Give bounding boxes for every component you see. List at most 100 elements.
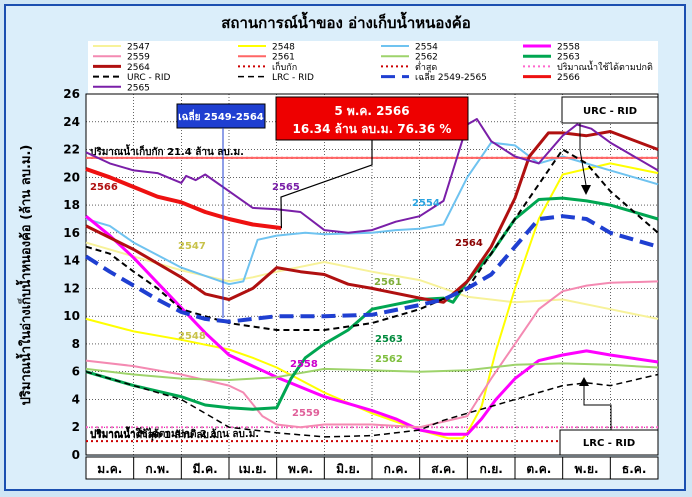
series-label-2566: 2566 <box>90 182 118 193</box>
current-volume-label: 16.34 ล้าน ลบ.ม. 76.36 % <box>293 122 452 136</box>
current-date-label: 5 พ.ค. 2566 <box>334 104 409 118</box>
x-tick-label: ม.ค. <box>97 462 122 476</box>
y-tick-label: 22 <box>63 143 80 157</box>
series-line-2563 <box>85 196 659 411</box>
y-tick-label: 6 <box>72 365 80 379</box>
y-tick-label: 14 <box>63 254 80 268</box>
y-tick-label: 8 <box>72 337 80 351</box>
urc-label-text: URC - RID <box>583 106 637 117</box>
series-line-2562 <box>85 362 659 381</box>
lrc-label-text: LRC - RID <box>583 438 635 449</box>
legend-label: 2558 <box>557 43 580 53</box>
series-label-2561: 2561 <box>374 277 402 288</box>
reference-label-storage: ปริมาณน้ำเก็บกัก 21.4 ล้าน ลบ.ม. <box>90 144 244 158</box>
legend-label: 2547 <box>127 43 150 53</box>
x-tick-label: พ.ค. <box>288 462 313 476</box>
legend-item-2559: 2559 <box>93 53 150 63</box>
legend-item-2564: 2564 <box>93 63 150 73</box>
urc-arrowhead <box>581 185 591 195</box>
chart-title: สถานการณ์น้ำของ อ่างเก็บน้ำหนองค้อ <box>221 11 471 32</box>
x-tick-label: ธ.ค. <box>622 462 646 476</box>
legend-background <box>88 41 658 94</box>
series-line-lrc-rid <box>85 370 659 438</box>
legend-label: LRC - RID <box>272 73 314 83</box>
reference-label-usable: ปริมาณน้ำใช้ได้ตามปกติ 2 ล้าน ลบ.ม. <box>90 426 259 440</box>
legend-label: 2548 <box>272 43 295 53</box>
legend-item-2562: 2562 <box>381 53 438 63</box>
legend-item-urc-rid: URC - RID <box>93 73 171 83</box>
legend-label: 2563 <box>557 53 580 63</box>
x-tick-label: ก.ค. <box>384 462 408 476</box>
series-line-urc-rid <box>85 148 659 331</box>
legend-item-2547: 2547 <box>93 43 150 53</box>
legend-item-item: ต่ำสุด <box>381 60 437 73</box>
series-label-2554: 2554 <box>412 198 440 209</box>
y-tick-label: 0 <box>72 448 80 462</box>
y-tick-label: 10 <box>63 309 80 323</box>
legend-label: 2562 <box>415 53 438 63</box>
legend-item-2558: 2558 <box>523 43 580 53</box>
average-label-box <box>176 103 266 129</box>
x-tick-label: พ.ย. <box>574 462 598 476</box>
legend-label: URC - RID <box>127 73 171 83</box>
series-label-2547: 2547 <box>178 241 206 252</box>
legend-item-item: เก็บกัก <box>238 60 297 73</box>
lrc-label-leader <box>583 384 612 430</box>
series-label-2564: 2564 <box>455 238 483 249</box>
y-axis-label: ปริมาณน้ำในอ่างเก็บน้ำหนองค้อ (ล้าน ลบ.ม… <box>15 145 34 406</box>
lrc-label-box <box>559 429 659 456</box>
series-label-2562: 2562 <box>375 354 403 365</box>
legend-label: 2559 <box>127 53 150 63</box>
y-tick-label: 26 <box>63 87 80 101</box>
current-value-leader <box>280 140 373 229</box>
y-tick-label: 18 <box>63 198 80 212</box>
legend-item-2561: 2561 <box>238 53 295 63</box>
series-label-2558: 2558 <box>290 359 318 370</box>
x-tick-label: เม.ย. <box>239 462 267 476</box>
y-tick-label: 20 <box>63 170 80 184</box>
x-tick-label: ส.ค. <box>431 462 455 476</box>
series-line-2548 <box>85 162 659 440</box>
lrc-arrowhead <box>579 377 589 386</box>
x-tick-label: ก.พ. <box>145 462 169 476</box>
legend-label: 2554 <box>415 43 438 53</box>
series-label-2565: 2565 <box>272 182 300 193</box>
legend-label: 2564 <box>127 63 150 73</box>
legend-item-2549-2565: เฉลี่ย 2549-2565 <box>381 70 487 83</box>
legend-label: เก็บกัก <box>272 60 297 73</box>
legend-label: 2565 <box>127 83 150 93</box>
legend-item-2566: 2566 <box>523 73 580 83</box>
series-line-2549-2565 <box>84 214 659 324</box>
series-line-2547 <box>85 241 659 320</box>
x-tick-label: มี.ค. <box>193 462 218 476</box>
series-label-2559: 2559 <box>292 408 320 419</box>
y-tick-label: 2 <box>72 420 80 434</box>
legend-label: 2566 <box>557 73 580 83</box>
series-label-2548: 2548 <box>178 331 206 342</box>
x-tick-label: ก.ย. <box>479 462 502 476</box>
legend-label: 2561 <box>272 53 295 63</box>
legend-item-2548: 2548 <box>238 43 295 53</box>
series-line-2566 <box>85 167 282 231</box>
legend-item-2563: 2563 <box>523 53 580 63</box>
legend-item-2565: 2565 <box>93 83 150 93</box>
legend-item-lrc-rid: LRC - RID <box>238 73 314 83</box>
current-value-box <box>275 96 469 141</box>
y-tick-label: 16 <box>63 226 80 240</box>
legend-item-item: ปริมาณน้ำใช้ได้ตามปกติ <box>523 60 653 73</box>
series-label-2563: 2563 <box>375 334 403 345</box>
reference-label-minimum: ปริมาณน้ำต่ำสุด 1 ล้าน ลบ.ม. <box>90 427 223 441</box>
legend-item-2554: 2554 <box>381 43 438 53</box>
series-line-2559 <box>85 280 659 429</box>
series-line-2565 <box>85 118 659 234</box>
y-tick-label: 24 <box>63 115 80 129</box>
legend-label: ปริมาณน้ำใช้ได้ตามปกติ <box>557 60 653 73</box>
average-label-text: เฉลี่ย 2549-2564 <box>178 109 264 123</box>
urc-label-box <box>561 96 659 124</box>
x-tick-label: มิ.ย. <box>336 462 360 476</box>
series-line-2558 <box>85 215 659 436</box>
y-tick-label: 4 <box>72 392 80 406</box>
series-line-2564 <box>85 130 659 304</box>
